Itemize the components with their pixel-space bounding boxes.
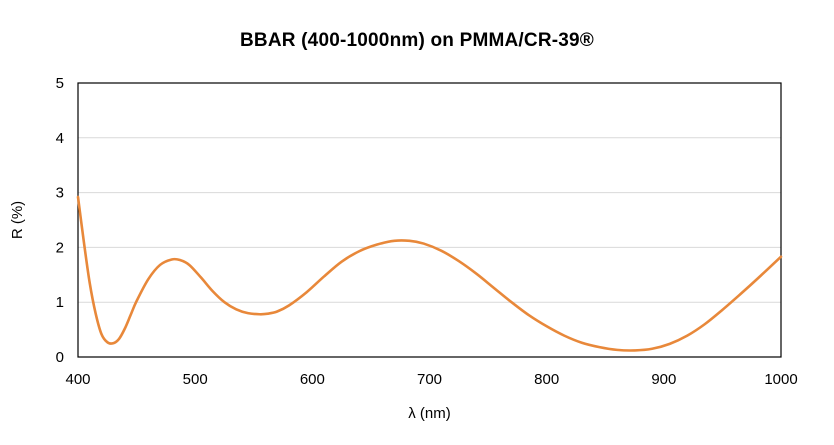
tick-labels: 0 1 2 3 4 5 400 500 600 700 800 900 1000 [56,75,798,388]
y-tick-label: 2 [56,239,64,256]
x-axis-label: λ (nm) [408,405,451,422]
x-tick-label: 1000 [764,371,797,388]
y-tick-label: 1 [56,294,64,311]
reflectance-curve [76,195,783,352]
plot-area-border [77,82,782,358]
y-tick-label: 3 [56,185,64,202]
x-tick-label: 400 [65,371,90,388]
gridlines [78,137,781,303]
y-tick-label: 5 [56,75,64,92]
y-tick-label: 0 [56,349,64,366]
x-tick-label: 500 [183,371,208,388]
x-tick-label: 600 [300,371,325,388]
x-tick-label: 900 [651,371,676,388]
x-tick-label: 800 [534,371,559,388]
y-axis-label: R (%) [9,201,26,239]
x-tick-label: 700 [417,371,442,388]
y-tick-label: 4 [56,130,64,147]
chart-title: BBAR (400-1000nm) on PMMA/CR-39® [239,30,594,51]
